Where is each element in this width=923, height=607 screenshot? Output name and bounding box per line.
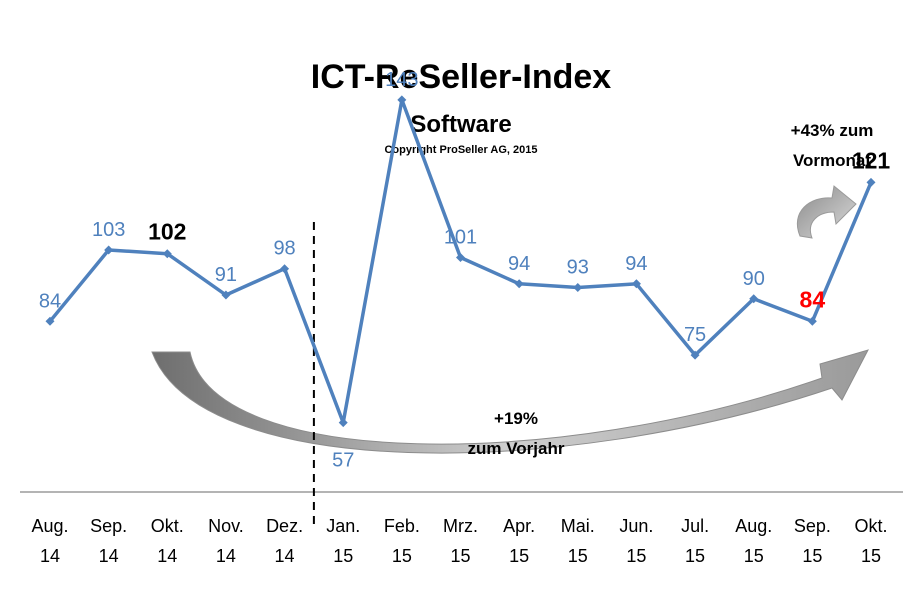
x-tick-label-month: Jun. bbox=[619, 516, 653, 536]
x-tick-label-year: 14 bbox=[157, 546, 177, 566]
data-point-marker bbox=[807, 316, 817, 326]
x-tick-label-month: Apr. bbox=[503, 516, 535, 536]
x-tick-label-month: Nov. bbox=[208, 516, 244, 536]
data-point-marker bbox=[631, 279, 641, 289]
year-comparison-arrow bbox=[151, 349, 869, 454]
data-point-marker bbox=[514, 279, 524, 289]
x-tick-label-month: Aug. bbox=[735, 516, 772, 536]
x-tick-label-month: Dez. bbox=[266, 516, 303, 536]
data-label: 103 bbox=[92, 219, 125, 241]
copyright-notice: Copyright ProSeller AG, 2015 bbox=[384, 144, 537, 156]
x-tick-label-year: 14 bbox=[275, 546, 295, 566]
data-label: 121 bbox=[852, 147, 891, 173]
x-tick-label-month: Feb. bbox=[384, 516, 420, 536]
x-tick-label-month: Okt. bbox=[854, 516, 887, 536]
x-tick-label-year: 14 bbox=[99, 546, 119, 566]
year-change-annotation-line1: +19% bbox=[494, 409, 538, 428]
data-point-marker bbox=[162, 249, 172, 259]
data-label: 84 bbox=[800, 286, 826, 312]
data-point-marker bbox=[104, 245, 114, 255]
x-tick-label-year: 15 bbox=[333, 546, 353, 566]
data-label: 91 bbox=[215, 264, 237, 286]
data-label: 84 bbox=[39, 290, 61, 312]
x-tick-label-year: 15 bbox=[509, 546, 529, 566]
data-point-marker bbox=[690, 350, 700, 360]
x-tick-label-month: Mrz. bbox=[443, 516, 478, 536]
data-point-marker bbox=[573, 283, 583, 293]
x-tick-label-month: Okt. bbox=[151, 516, 184, 536]
data-label: 102 bbox=[148, 219, 186, 245]
data-label-layer: 84 103 102 91 98 57 143 101 94 93 94 75 90 84 121 bbox=[39, 69, 891, 472]
x-tick-label-year: 15 bbox=[392, 546, 412, 566]
data-label: 75 bbox=[684, 324, 706, 346]
x-tick-label-month: Jan. bbox=[326, 516, 360, 536]
data-point-marker bbox=[749, 294, 759, 304]
data-label: 143 bbox=[385, 69, 418, 91]
series-layer bbox=[45, 95, 876, 428]
x-tick-label-year: 14 bbox=[216, 546, 236, 566]
x-tick-layer: Aug. 14 Sep. 14 Okt. 14 Nov. 14 Dez. 14 Jan. 15 Feb.… bbox=[31, 516, 887, 566]
x-tick-label-month: Sep. bbox=[794, 516, 831, 536]
data-point-marker bbox=[221, 290, 231, 300]
x-tick-label-year: 15 bbox=[744, 546, 764, 566]
x-tick-label-month: Mai. bbox=[561, 516, 595, 536]
x-tick-label-year: 15 bbox=[685, 546, 705, 566]
x-tick-label-month: Aug. bbox=[31, 516, 68, 536]
data-label: 90 bbox=[743, 268, 765, 290]
x-tick-label-year: 15 bbox=[450, 546, 470, 566]
data-label: 101 bbox=[444, 226, 477, 248]
data-point-marker bbox=[280, 264, 290, 274]
chart-subtitle: Software bbox=[410, 111, 511, 138]
x-tick-label-year: 15 bbox=[802, 546, 822, 566]
data-point-marker bbox=[456, 252, 465, 262]
month-comparison-arrow bbox=[796, 185, 857, 239]
x-tick-label-year: 15 bbox=[568, 546, 588, 566]
data-label: 94 bbox=[625, 253, 647, 275]
data-label: 98 bbox=[273, 238, 295, 260]
chart-title: ICT-ReSeller-Index bbox=[311, 58, 612, 96]
x-tick-label-year: 15 bbox=[861, 546, 881, 566]
data-point-marker bbox=[45, 316, 55, 326]
month-change-annotation-line2: Vormonat bbox=[793, 151, 871, 170]
month-change-annotation-line1: +43% zum bbox=[791, 121, 874, 140]
year-change-annotation-line2: zum Vorjahr bbox=[468, 439, 565, 458]
x-tick-label-month: Sep. bbox=[90, 516, 127, 536]
data-label: 94 bbox=[508, 253, 530, 275]
x-tick-label-month: Jul. bbox=[681, 516, 709, 536]
x-tick-label-year: 14 bbox=[40, 546, 60, 566]
data-point-marker bbox=[338, 418, 348, 428]
data-label: 57 bbox=[332, 450, 354, 472]
x-tick-label-year: 15 bbox=[626, 546, 646, 566]
data-label: 93 bbox=[567, 257, 589, 279]
data-point-marker bbox=[866, 177, 876, 187]
data-point-marker bbox=[397, 95, 407, 105]
